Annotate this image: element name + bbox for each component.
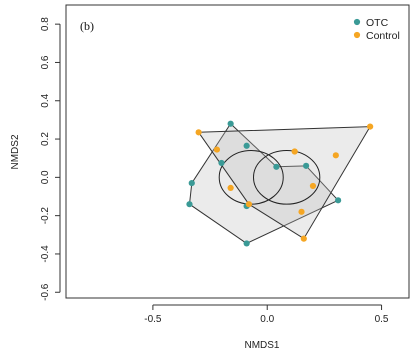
point-otc-4	[303, 162, 310, 169]
point-control-2	[213, 146, 221, 153]
point-otc-3	[273, 163, 280, 170]
y-axis-title: NMDS2	[10, 134, 21, 169]
panel-label: (b)	[80, 19, 94, 33]
points-layer	[186, 120, 374, 247]
point-otc-1	[243, 142, 250, 149]
point-otc-8	[335, 197, 342, 204]
y-tick-label-1: -0.4	[40, 245, 51, 263]
point-otc-6	[186, 201, 193, 208]
point-control-4	[332, 152, 339, 159]
point-otc-9	[243, 240, 250, 247]
x-axis: -0.5 0.0 0.5	[144, 304, 389, 325]
y-tick-label-4: 0.2	[40, 132, 51, 146]
point-control-5	[227, 184, 234, 191]
point-control-1	[367, 123, 374, 130]
x-tick-label-0: -0.5	[144, 314, 162, 325]
x-axis-title: NMDS1	[244, 340, 279, 351]
point-control-0	[195, 129, 202, 136]
x-tick-label-2: 0.5	[375, 314, 389, 325]
y-tick-label-5: 0.4	[40, 93, 51, 107]
point-otc-2	[218, 159, 225, 167]
legend-label-control: Control	[366, 30, 400, 42]
x-tick-label-1: 0.0	[260, 314, 274, 325]
y-tick-label-3: 0.0	[40, 170, 51, 184]
legend-marker-otc	[353, 18, 361, 26]
legend-label-otc: OTC	[366, 17, 389, 29]
ellipse-control	[253, 150, 321, 205]
hulls-layer	[188, 122, 371, 244]
point-otc-5	[188, 179, 195, 187]
point-otc-0	[227, 120, 234, 127]
point-control-6	[245, 201, 253, 208]
y-tick-label-7: 0.8	[40, 17, 51, 31]
y-tick-label-0: -0.6	[40, 283, 51, 301]
legend-marker-control	[353, 31, 361, 39]
point-control-3	[291, 148, 298, 155]
point-control-7	[309, 182, 317, 190]
point-control-8	[298, 208, 305, 215]
y-tick-label-6: 0.6	[40, 55, 51, 69]
y-tick-label-2: -0.2	[40, 207, 51, 225]
point-control-9	[300, 235, 307, 242]
y-axis: -0.6 -0.4 -0.2 0.0 0.2 0.4 0.6 0.8	[40, 17, 61, 301]
plot-frame	[65, 4, 410, 299]
